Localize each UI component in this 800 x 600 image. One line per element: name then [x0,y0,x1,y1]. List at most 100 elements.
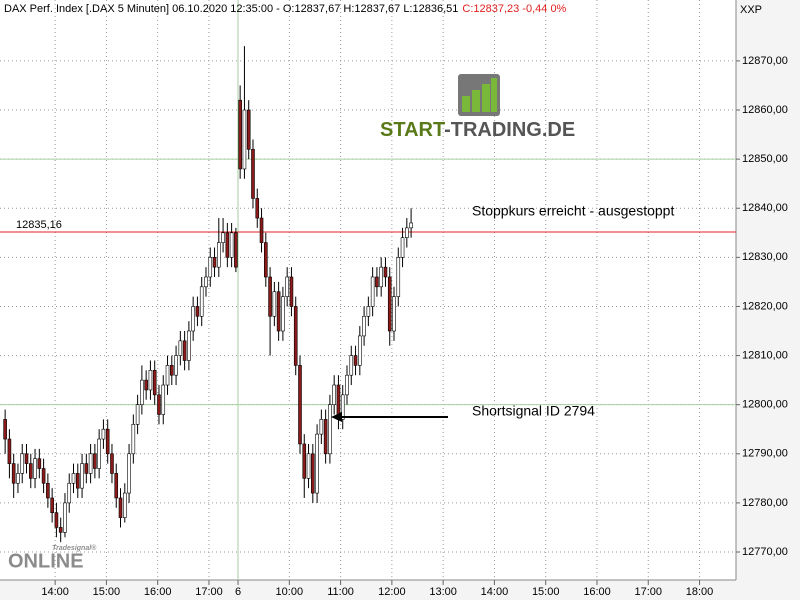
x-tick-label: 17:00 [634,586,662,598]
y-tick-label: 12800,00 [742,399,788,411]
y-tick-label: 12830,00 [742,251,788,263]
logo-bar [482,84,490,112]
candle-body [234,232,238,268]
candle-body [306,453,311,479]
y-tick-label: 12780,00 [742,497,788,509]
candle-body [319,419,324,435]
candle-body [392,296,396,332]
candle-body [169,365,174,376]
candle-body [276,291,281,332]
y-tick-label: 12770,00 [742,546,788,558]
candle-body [268,276,272,317]
x-tick-label: 16:00 [144,586,172,598]
header-change: C:12837,23 -0,44 0% [462,3,566,15]
candle-body [315,433,319,494]
candle-body [264,242,268,278]
candle-body [46,482,50,499]
candle-body [80,463,84,489]
candle-body [187,330,191,361]
candle-body [24,453,29,464]
logo: START-TRADING.DE [380,74,575,141]
candle-body [255,198,260,219]
candle-body [50,497,54,514]
watermark-text: Tradesignal® [52,544,97,552]
candle-body [383,266,388,278]
candle-body [28,463,33,479]
y-tick-label: 12840,00 [742,202,788,214]
candle-body [212,257,217,268]
y-tick-label: 12790,00 [742,448,788,460]
candle-body [122,492,127,518]
candle-body [400,237,405,258]
candle-body [140,379,144,405]
candle-body [204,276,208,288]
candle-body [37,458,42,469]
watermark: Tradesignal® ONLINE [8,544,97,572]
candle-body [165,365,170,386]
candle-body [157,394,161,415]
candle-body [396,257,401,297]
candle-body [285,276,289,297]
candle-body [366,306,371,317]
candle-body [208,257,213,278]
candle-body [67,482,72,504]
y-tick-label: 12850,00 [742,153,788,165]
candle-body [148,369,153,391]
candle-body [242,109,247,170]
candle-body [174,355,178,376]
candle-body [259,217,264,243]
candle-body [345,374,349,396]
logo-part: -TRADING.DE [444,119,575,141]
logo-text: START-TRADING.DE [380,119,575,141]
candle-body [379,266,383,288]
candle-body [199,286,204,317]
candle-body [405,227,409,238]
candle-body [54,512,59,528]
candle-body [178,340,183,356]
candle-body [375,276,379,288]
candle-body [152,369,157,396]
candle-body [144,379,148,391]
candle-body [289,276,294,307]
candle-body [58,527,63,533]
candle-body [195,306,200,317]
annotation: Stoppkurs erreicht - ausgestoppt [472,203,674,219]
watermark-text: ONLINE [8,550,84,572]
grid-layer [0,0,736,580]
candle-body [88,453,93,474]
candle-body [75,473,80,489]
candle-body [238,99,242,170]
header: DAX Perf. Index [.DAX 5 Minuten] 06.10.2… [4,3,567,15]
y-tick-label: 12810,00 [742,349,788,361]
candle-body [370,276,375,307]
candle-body [362,315,366,337]
logo-part: START [380,119,445,141]
stop-line-label: 12835,16 [16,219,62,231]
candle-body [298,365,302,445]
logo-bar [491,78,497,112]
candle-body [11,463,16,484]
candle-body [71,473,76,484]
candle-body [3,419,7,440]
candle-body [118,497,123,518]
x-tick-label: 14:00 [481,586,509,598]
x-tick-label: 17:00 [195,586,223,598]
candle-body [63,502,67,533]
candle-body [311,453,315,494]
candle-body [131,424,136,455]
candle-body [101,428,106,440]
logo-bar [472,90,480,112]
candle-body [358,335,362,366]
x-tick-label: 16:00 [583,586,611,598]
signal-arrow [331,412,448,422]
candle-body [323,419,328,455]
candle-body [225,232,230,258]
candle-body [41,468,46,484]
x-tick-label: 10:00 [276,586,304,598]
header-text: DAX Perf. Index [.DAX 5 Minuten] 06.10.2… [4,3,458,15]
candle-body [191,306,195,332]
x-tick-label: 6 [235,586,241,598]
candle-body [105,428,110,455]
x-tick-label: 15:00 [532,586,560,598]
